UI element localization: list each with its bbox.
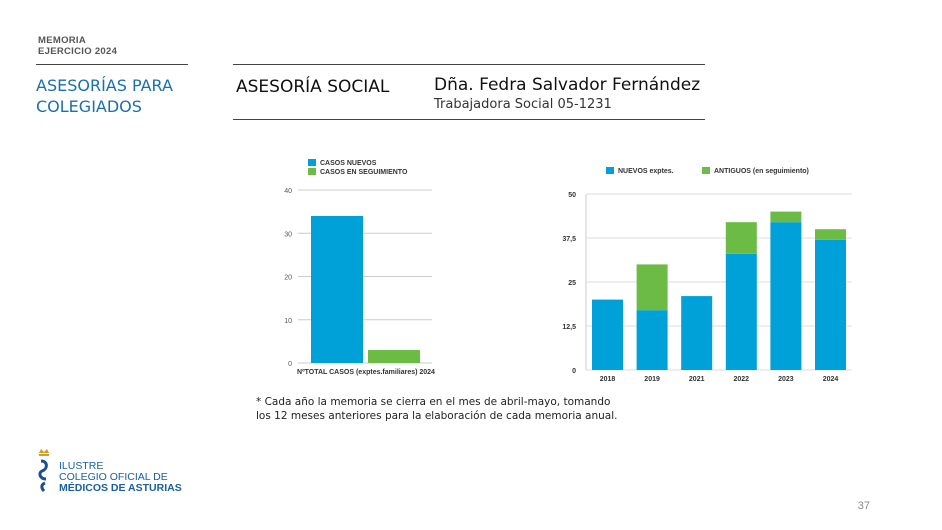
y-tick-label: 10 [284, 318, 292, 325]
chart-total-cases: 0 10 20 30 40 CASOS NUEVOS CASOS EN SEGUIMIENT… [284, 159, 435, 376]
x-tick-label: 2021 [689, 376, 705, 383]
legend-swatch [308, 159, 316, 166]
legend-label: ANTIGUOS (en seguimiento) [714, 168, 809, 175]
side-title: ASESORÍAS PARA COLEGIADOS [36, 75, 173, 117]
bar-2019-0 [636, 310, 668, 370]
section-title: ASESORÍA SOCIAL [236, 77, 390, 97]
x-tick-label: 2023 [778, 376, 794, 383]
legend-label: CASOS NUEVOS [320, 160, 377, 167]
y-tick-label: 50 [568, 192, 576, 199]
y-tick-label: 37,5 [562, 236, 576, 243]
legend-swatch [606, 167, 614, 174]
y-tick-label: 0 [288, 361, 292, 368]
footnote-line: los 12 meses anteriores para la elaborac… [256, 410, 618, 422]
ejercicio-text: EJERCICIO 2024 [38, 46, 118, 57]
y-tick-label: 20 [284, 275, 292, 282]
bar-2022-1 [725, 222, 757, 254]
logo-line: ILUSTRE [59, 460, 104, 472]
memoria-label: MEMORIA EJERCICIO 2024 [38, 35, 117, 57]
side-title-line: COLEGIADOS [36, 97, 142, 116]
divider [233, 119, 705, 120]
memoria-text: MEMORIA [38, 35, 87, 46]
legend-swatch [702, 167, 710, 174]
y-tick-label: 25 [568, 280, 576, 287]
legend-label: NUEVOS exptes. [618, 168, 674, 175]
person-role: Trabajadora Social 05-1231 [434, 97, 612, 112]
y-tick-label: 0 [572, 368, 576, 375]
legend-swatch [308, 168, 316, 175]
y-tick-label: 30 [284, 231, 292, 238]
divider [233, 64, 705, 65]
divider [36, 64, 188, 65]
bar-2024-0 [815, 239, 846, 370]
x-tick-label: 2018 [600, 376, 616, 383]
legend-label: CASOS EN SEGUIMIENTO [320, 169, 408, 176]
bar-2022-0 [725, 253, 757, 370]
footnote: * Cada año la memoria se cierra en el me… [256, 395, 617, 423]
bar-2018-0 [592, 299, 623, 370]
bar-2021-0 [681, 296, 713, 370]
x-tick-label: 2024 [823, 376, 839, 383]
x-tick-label: 2019 [644, 376, 660, 383]
logo-line: COLEGIO OFICIAL DE [59, 471, 168, 483]
x-tick-label: 2022 [734, 376, 750, 383]
bar-2023-0 [770, 222, 802, 370]
page-number: 37 [857, 500, 870, 512]
bar-1 [368, 350, 420, 363]
person-name: Dña. Fedra Salvador Fernández [434, 75, 701, 95]
bar-2023-1 [770, 211, 802, 223]
side-title-line: ASESORÍAS PARA [36, 76, 173, 95]
y-tick-label: 40 [284, 188, 292, 195]
chart-yearly: 0 12,5 25 37,5 50 2018 2019 2021 2022 2023 2024 NUE… [562, 167, 852, 383]
bar-2019-1 [636, 264, 668, 311]
y-tick-label: 12,5 [562, 324, 576, 331]
bar-0 [311, 215, 363, 363]
logo-line: MÉDICOS DE ASTURIAS [59, 482, 182, 494]
bar-2024-1 [815, 229, 846, 240]
footnote-line: * Cada año la memoria se cierra en el me… [256, 396, 611, 408]
logo-icon [38, 449, 49, 493]
x-axis-label: NºTOTAL CASOS (exptes.familiares) 2024 [297, 369, 435, 376]
logo-text: ILUSTRE COLEGIO OFICIAL DE MÉDICOS DE ASTU… [59, 461, 182, 494]
